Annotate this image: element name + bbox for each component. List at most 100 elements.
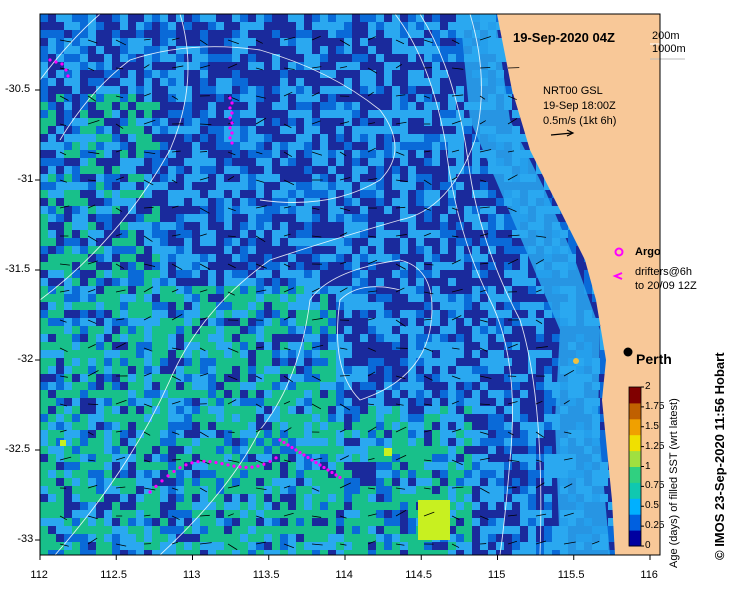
current-vector (87, 260, 98, 265)
current-vector (395, 234, 407, 237)
current-vector (451, 149, 460, 153)
bathymetry-contour (394, 14, 513, 555)
current-vector (339, 347, 348, 350)
current-vector (171, 487, 179, 491)
current-vector (171, 95, 179, 100)
current-vector (171, 347, 181, 350)
current-vector (283, 263, 291, 268)
current-vector (199, 317, 208, 321)
current-vector (115, 207, 123, 212)
current-vector (339, 543, 347, 546)
drifter-track-point (228, 136, 232, 140)
rottnest-island (573, 358, 579, 364)
current-vector (199, 176, 210, 181)
current-vector (311, 457, 323, 461)
current-vector (311, 151, 323, 156)
current-vector (395, 64, 403, 69)
drifter-legend-icon (612, 272, 623, 280)
current-vector (367, 513, 377, 517)
current-vector (339, 121, 350, 125)
current-vector (143, 179, 154, 186)
current-vector (395, 94, 406, 97)
current-vector (143, 206, 154, 209)
current-vector (479, 347, 488, 352)
bathymetry-contour (40, 14, 189, 301)
current-vector (283, 427, 292, 433)
current-legend: NRT00 GSL 19-Sep 18:00Z 0.5m/s (1kt 6h) (543, 84, 616, 129)
current-vector (311, 120, 321, 125)
current-vector (87, 515, 98, 520)
current-vector (199, 123, 212, 126)
colorbar-tick-label: 0 (645, 540, 651, 551)
current-vector (451, 347, 460, 350)
current-vector (199, 151, 208, 153)
current-vector (59, 39, 72, 43)
current-vector (143, 487, 156, 491)
colorbar-tick-label: 2 (645, 381, 651, 392)
lon-tick-label: 115.5 (557, 569, 585, 581)
current-vector (451, 400, 460, 405)
colorbar-tick-label: 1.5 (645, 420, 659, 432)
current-vector (87, 344, 96, 349)
current-vector (115, 289, 126, 293)
current-vector (87, 67, 95, 72)
drifter-track-point (172, 469, 176, 474)
drifter-track-point (214, 460, 218, 465)
current-vector (535, 319, 543, 324)
bathymetry-contour (54, 14, 482, 555)
current-vector (339, 515, 347, 519)
current-vector (311, 403, 322, 410)
current-vector (367, 457, 375, 461)
current-vector (535, 513, 547, 517)
current-vector (507, 459, 520, 463)
current-vector (451, 288, 463, 293)
current-source: NRT00 GSL (543, 85, 603, 97)
current-vector (367, 67, 378, 74)
current-vector (255, 346, 264, 349)
current-vector (367, 426, 377, 433)
current-vector (255, 487, 267, 490)
colorbar-segment (629, 434, 641, 452)
current-vector (507, 174, 518, 181)
current-vector (59, 403, 68, 407)
colorbar-segment (629, 498, 641, 515)
current-vector (311, 317, 323, 321)
current-vector (311, 344, 324, 349)
current-vector (479, 457, 490, 461)
current-vector (283, 179, 295, 186)
current-vector (59, 319, 67, 323)
current-vector (423, 291, 434, 295)
colorbar-tick-label: 0.25 (645, 520, 665, 532)
current-vector (311, 287, 320, 293)
current-vector (87, 319, 97, 324)
current-vector (423, 318, 432, 321)
current-vector (59, 205, 70, 209)
current-vector (311, 543, 323, 546)
current-vector (535, 482, 545, 489)
lat-tick-label: -33 (17, 533, 34, 545)
current-vector (507, 514, 518, 517)
current-vector (451, 176, 458, 181)
current-vector (227, 263, 236, 269)
current-vector (59, 456, 72, 461)
current-vector (563, 541, 576, 545)
current-vector (395, 454, 407, 461)
current-vector (283, 512, 294, 517)
current-vector (367, 36, 376, 41)
current-vector (451, 67, 464, 70)
current-vector (227, 291, 235, 296)
drifter-track-point (290, 445, 294, 450)
drifter-track-point (230, 131, 234, 135)
current-vector (87, 431, 94, 436)
current-vector (367, 235, 377, 238)
current-vector (283, 151, 293, 158)
current-vector (143, 93, 151, 97)
current-vector (115, 176, 125, 181)
current-vector (283, 206, 291, 209)
current-vector (311, 207, 320, 210)
current-vector (591, 540, 600, 545)
colorbar-tick-label: 0.75 (645, 480, 665, 492)
current-vector (367, 122, 376, 125)
current-vector (339, 482, 352, 489)
